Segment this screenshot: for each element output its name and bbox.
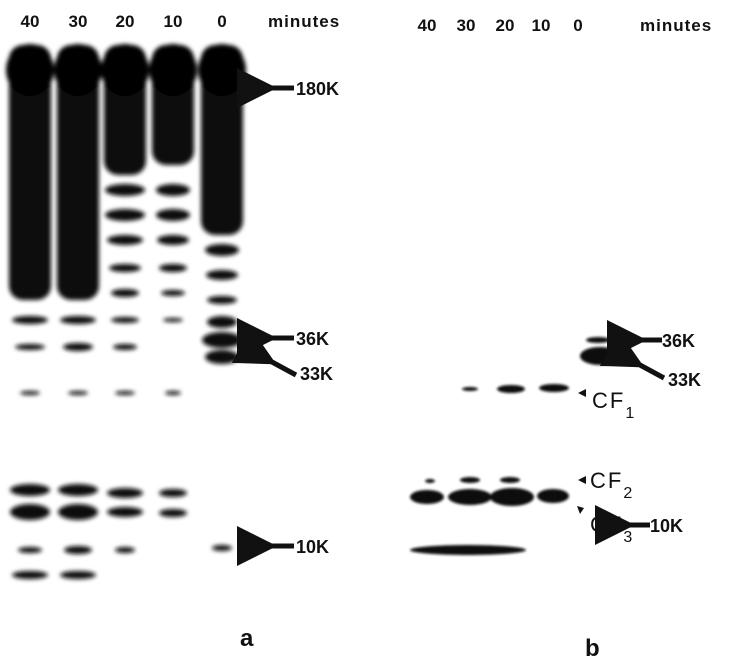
marker-label: 180K bbox=[296, 79, 339, 99]
gel-band bbox=[580, 347, 620, 365]
arrows-b bbox=[595, 320, 666, 545]
subunit-label: CF1 bbox=[592, 388, 636, 422]
gel-band bbox=[156, 209, 190, 221]
gel-band bbox=[105, 209, 145, 221]
gel-band bbox=[58, 484, 98, 496]
gel-band bbox=[63, 343, 93, 351]
lane-label: 40 bbox=[418, 16, 437, 35]
gel-band bbox=[410, 490, 444, 504]
marker-label: 36K bbox=[662, 331, 695, 351]
gel-band bbox=[64, 546, 92, 554]
gel-band bbox=[206, 270, 238, 280]
gel-band bbox=[111, 317, 139, 323]
gel-band bbox=[586, 337, 610, 343]
subunit-label: CF3 bbox=[590, 512, 634, 546]
lane-label: 0 bbox=[217, 12, 226, 31]
lane-label: 30 bbox=[457, 16, 476, 35]
gel-a bbox=[6, 44, 246, 579]
arrows-a bbox=[231, 68, 298, 566]
gel-band bbox=[500, 477, 520, 483]
lane-label: 20 bbox=[496, 16, 515, 35]
unit-label: minutes bbox=[268, 12, 340, 31]
gel-band bbox=[207, 316, 237, 328]
gel-band bbox=[161, 290, 185, 296]
gel-band bbox=[539, 384, 569, 392]
gel-band bbox=[425, 479, 435, 483]
gel-band bbox=[410, 545, 526, 555]
panel-label: b bbox=[585, 635, 600, 662]
gel-band bbox=[107, 507, 143, 517]
gel-band bbox=[12, 316, 48, 324]
gel-band bbox=[60, 316, 96, 324]
marker-label: 36K bbox=[296, 329, 329, 349]
lane-label: 10 bbox=[164, 12, 183, 31]
panel-label: a bbox=[240, 625, 254, 652]
gel-band bbox=[497, 385, 525, 393]
gel-band bbox=[149, 44, 197, 96]
gel-band bbox=[537, 489, 569, 503]
lane-labels-b: 40 30 20 10 0 bbox=[418, 16, 583, 35]
gel-band bbox=[60, 571, 96, 579]
gel-band bbox=[448, 489, 492, 505]
lane-label: 20 bbox=[116, 12, 135, 31]
gel-band bbox=[107, 488, 143, 498]
gel-band bbox=[205, 350, 239, 364]
gel-band bbox=[115, 391, 135, 395]
gel-band bbox=[101, 44, 149, 96]
lane-label: 30 bbox=[69, 12, 88, 31]
gel-band bbox=[157, 235, 189, 245]
gel-smear bbox=[9, 45, 51, 300]
lane-labels-a: 40 30 20 10 0 bbox=[21, 12, 227, 31]
gel-band bbox=[462, 387, 478, 391]
gel-band bbox=[205, 244, 239, 256]
gel-band bbox=[15, 344, 45, 350]
gel-band bbox=[156, 184, 190, 196]
lane-label: 10 bbox=[532, 16, 551, 35]
gel-band bbox=[68, 391, 88, 395]
subunit-label: CF2 bbox=[590, 468, 634, 502]
gel-band bbox=[10, 484, 50, 496]
gel-band bbox=[460, 477, 480, 483]
gel-band bbox=[163, 318, 183, 322]
gel-band bbox=[105, 184, 145, 196]
gel-band bbox=[54, 44, 102, 96]
marker-label: 33K bbox=[300, 364, 333, 384]
gel-smear bbox=[57, 45, 99, 300]
gel-band bbox=[165, 391, 181, 395]
marker-label: 10K bbox=[650, 516, 683, 536]
gel-band bbox=[107, 235, 143, 245]
gel-band bbox=[159, 509, 187, 517]
gel-band bbox=[198, 44, 246, 96]
gel-band bbox=[159, 264, 187, 272]
gel-band bbox=[207, 296, 237, 304]
marker-label: 10K bbox=[296, 537, 329, 557]
gel-band bbox=[6, 44, 54, 96]
gel-band bbox=[115, 547, 135, 553]
gel-band bbox=[159, 489, 187, 497]
gel-band bbox=[58, 504, 98, 520]
unit-label: minutes bbox=[640, 16, 712, 35]
gel-band bbox=[113, 344, 137, 350]
gel-band bbox=[18, 547, 42, 553]
gel-band bbox=[10, 504, 50, 520]
marker-label: 33K bbox=[668, 370, 701, 390]
gel-band bbox=[490, 488, 534, 506]
gel-band bbox=[111, 289, 139, 297]
lane-label: 0 bbox=[573, 16, 582, 35]
gel-band bbox=[12, 571, 48, 579]
gel-band bbox=[202, 332, 242, 348]
gel-band bbox=[109, 264, 141, 272]
gel-band bbox=[212, 545, 232, 551]
gel-b bbox=[410, 337, 620, 555]
pointers-b bbox=[577, 389, 586, 514]
lane-label: 40 bbox=[21, 12, 40, 31]
gel-band bbox=[20, 391, 40, 395]
